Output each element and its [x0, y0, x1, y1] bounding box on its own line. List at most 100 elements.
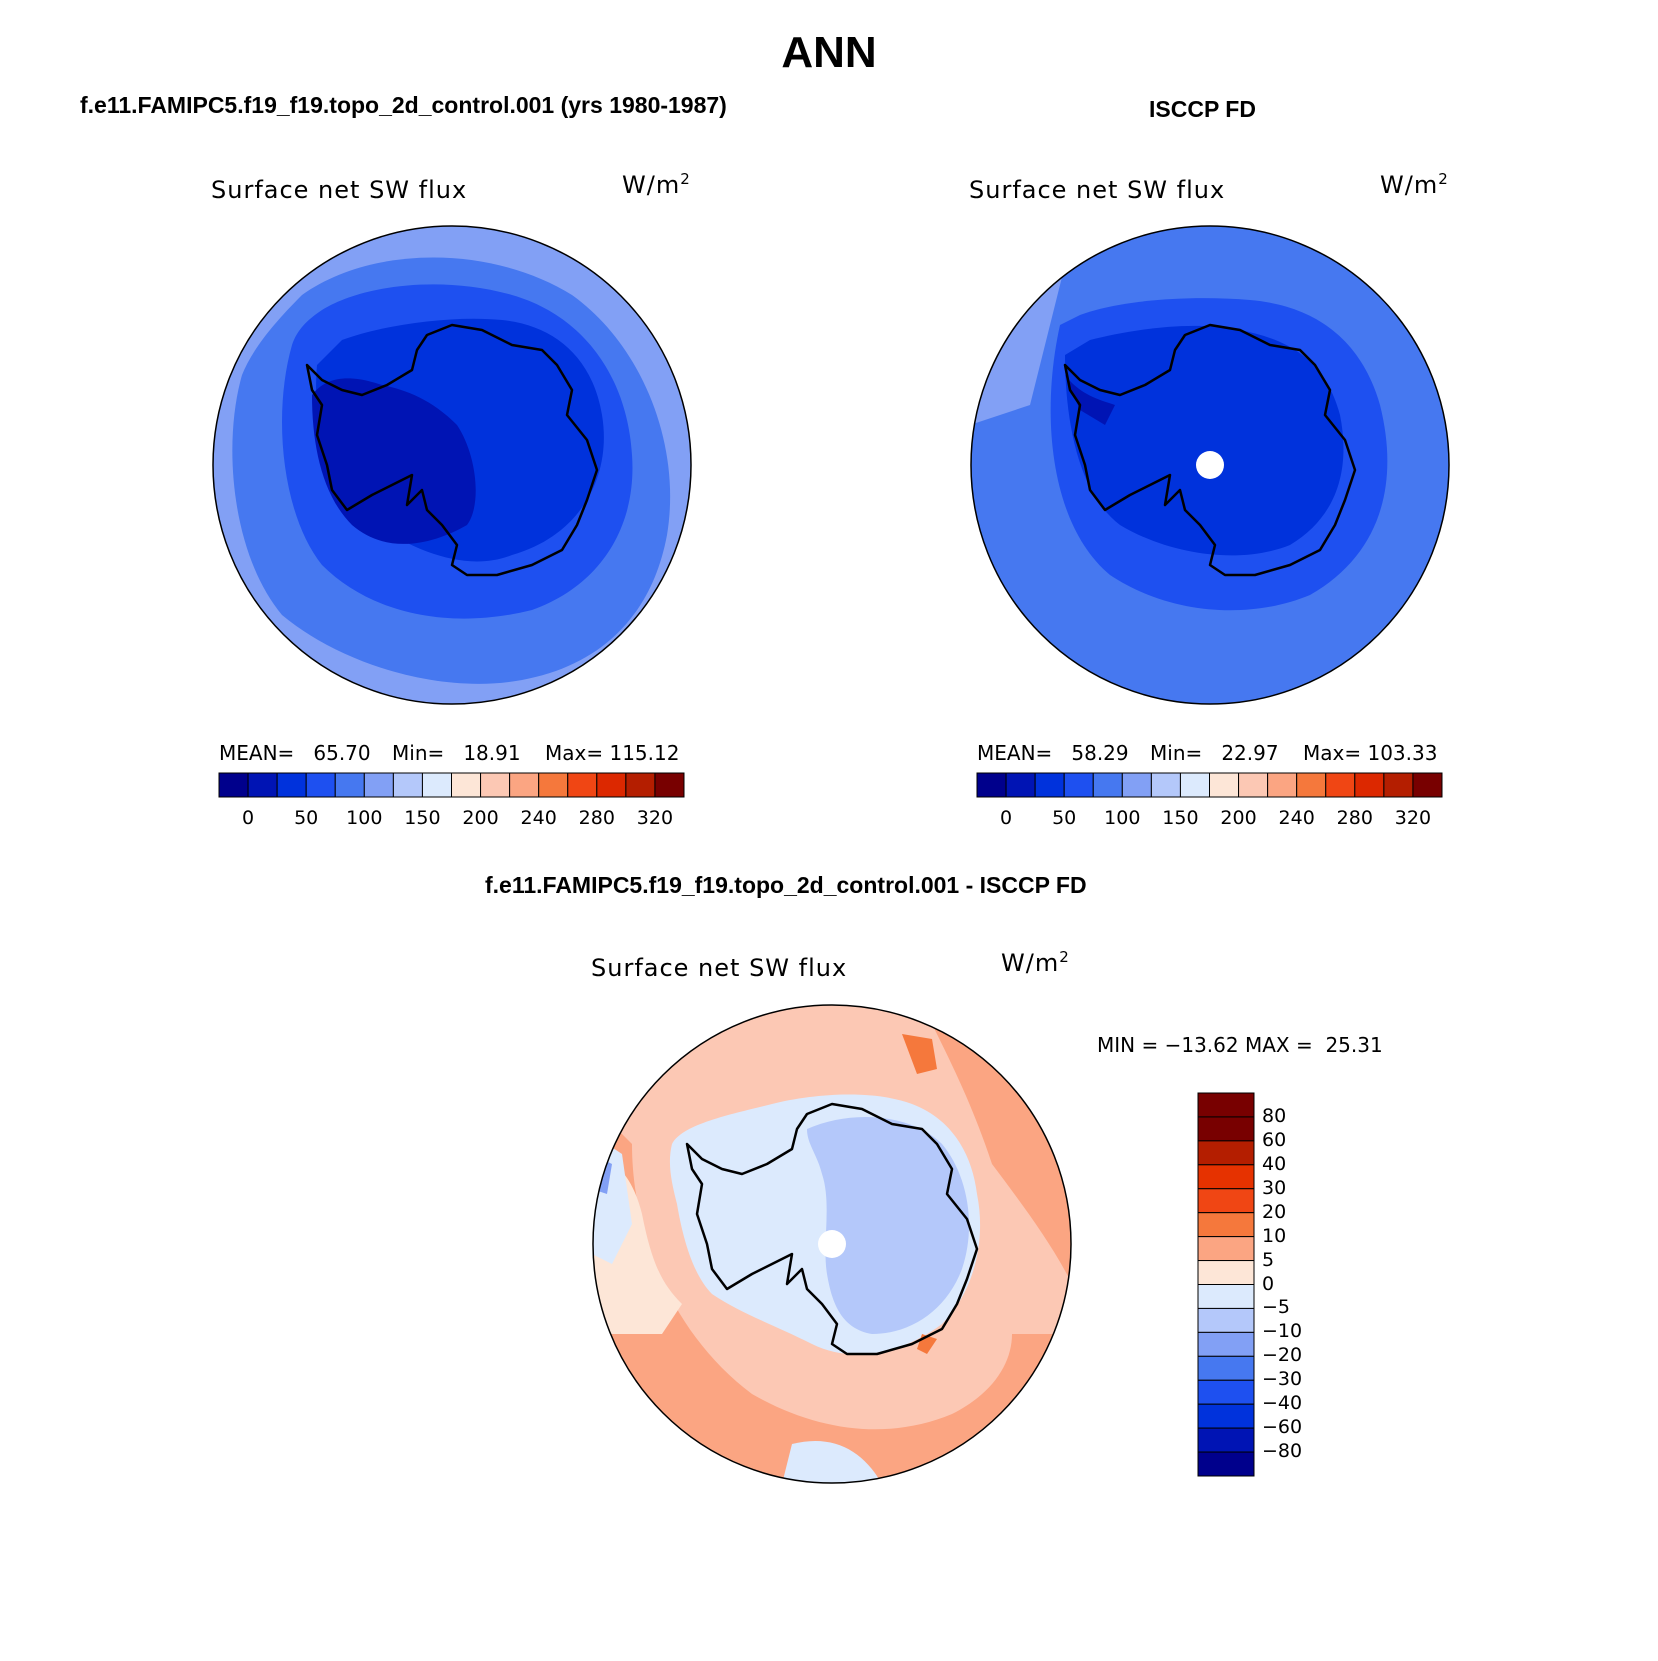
colorbar-swatch: [1197, 1403, 1255, 1429]
panel-1-max: Max= 115.12: [545, 741, 680, 765]
colorbar-swatch: [1383, 772, 1414, 798]
colorbar-tick-label: −80: [1262, 1440, 1303, 1463]
colorbar-swatch: [1412, 772, 1443, 798]
colorbar-swatch: [451, 772, 482, 798]
colorbar-swatch: [1197, 1331, 1255, 1357]
colorbar-tick-label: 5: [1262, 1248, 1275, 1271]
colorbar-tick-label: −30: [1262, 1368, 1303, 1391]
colorbar-tick-label: 150: [1162, 807, 1199, 829]
colorbar-tick-label: 60: [1262, 1128, 1287, 1151]
colorbar-tick-label: 240: [520, 807, 557, 829]
colorbar-tick-label: 0: [1262, 1272, 1275, 1295]
colorbar-swatch: [1197, 1451, 1255, 1477]
colorbar-swatch: [976, 772, 1007, 798]
diff-units: W/m2: [1001, 948, 1070, 977]
colorbar-swatch: [276, 772, 307, 798]
panel-1-variable-label: Surface net SW flux: [211, 176, 468, 204]
diff-colorbar: [1197, 1092, 1255, 1477]
panel-1-mean: MEAN= 65.70: [219, 741, 371, 765]
colorbar-tick-label: 240: [1278, 807, 1315, 829]
colorbar-swatch: [1150, 772, 1181, 798]
panel-2-variable-label: Surface net SW flux: [969, 176, 1226, 204]
panel-2-colorbar: [976, 772, 1443, 798]
colorbar-tick-label: 40: [1262, 1152, 1287, 1175]
colorbar-swatch: [654, 772, 685, 798]
colorbar-swatch: [1197, 1307, 1255, 1333]
colorbar-swatch: [1267, 772, 1298, 798]
colorbar-swatch: [334, 772, 365, 798]
panel-2-max: Max= 103.33: [1303, 741, 1438, 765]
colorbar-swatch: [363, 772, 394, 798]
diff-case-title: f.e11.FAMIPC5.f19_f19.topo_2d_control.00…: [485, 872, 1087, 898]
colorbar-swatch: [421, 772, 452, 798]
colorbar-tick-label: −5: [1262, 1296, 1291, 1319]
colorbar-tick-label: 0: [1000, 807, 1013, 829]
colorbar-tick-label: 100: [1104, 807, 1141, 829]
colorbar-tick-label: −20: [1262, 1344, 1303, 1367]
colorbar-swatch: [1034, 772, 1065, 798]
colorbar-swatch: [247, 772, 278, 798]
colorbar-swatch: [1179, 772, 1210, 798]
colorbar-swatch: [1197, 1116, 1255, 1142]
colorbar-swatch: [596, 772, 627, 798]
colorbar-swatch: [1296, 772, 1327, 798]
panel-1-units: W/m2: [622, 170, 691, 199]
colorbar-swatch: [1197, 1284, 1255, 1309]
colorbar-swatch: [625, 772, 656, 798]
panel-2-units: W/m2: [1380, 170, 1449, 199]
colorbar-swatch: [1325, 772, 1356, 798]
colorbar-tick-label: 280: [1336, 807, 1373, 829]
diff-variable-label: Surface net SW flux: [591, 954, 848, 982]
colorbar-tick-label: 20: [1262, 1200, 1287, 1223]
colorbar-tick-label: −40: [1262, 1392, 1303, 1415]
colorbar-swatch: [1197, 1188, 1255, 1214]
colorbar-swatch: [1063, 772, 1094, 798]
colorbar-swatch: [305, 772, 336, 798]
colorbar-swatch: [1238, 772, 1269, 798]
colorbar-swatch: [1197, 1427, 1255, 1453]
page-title: ANN: [781, 28, 877, 77]
diff-min-max: MIN = −13.62 MAX = 25.31: [1097, 1033, 1383, 1057]
colorbar-swatch: [1354, 772, 1385, 798]
colorbar-swatch: [218, 772, 249, 798]
colorbar-tick-label: 50: [1052, 807, 1077, 829]
panel-1-case-title: f.e11.FAMIPC5.f19_f19.topo_2d_control.00…: [80, 92, 727, 118]
colorbar-swatch: [1197, 1355, 1255, 1381]
panel-1-min: Min= 18.91: [392, 741, 521, 765]
colorbar-tick-label: 50: [294, 807, 319, 829]
panel-2-case-title: ISCCP FD: [1149, 96, 1256, 122]
colorbar-swatch: [538, 772, 569, 798]
colorbar-swatch: [480, 772, 511, 798]
colorbar-tick-label: 200: [1220, 807, 1257, 829]
colorbar-swatch: [1197, 1236, 1255, 1262]
colorbar-swatch: [1197, 1092, 1255, 1118]
colorbar-tick-label: 100: [346, 807, 383, 829]
colorbar-tick-label: −10: [1262, 1320, 1303, 1343]
colorbar-tick-label: 80: [1262, 1104, 1287, 1127]
colorbar-swatch: [1197, 1260, 1255, 1285]
colorbar-tick-label: 200: [462, 807, 499, 829]
colorbar-tick-label: 320: [1394, 807, 1432, 829]
colorbar-swatch: [392, 772, 423, 798]
colorbar-tick-label: 320: [636, 807, 674, 829]
colorbar-swatch: [1209, 772, 1240, 798]
panel-2-polar-map: [970, 225, 1450, 705]
panel-2-min: Min= 22.97: [1150, 741, 1279, 765]
colorbar-swatch: [1197, 1212, 1255, 1238]
colorbar-swatch: [1121, 772, 1152, 798]
colorbar-tick-label: 150: [404, 807, 441, 829]
colorbar-tick-label: 280: [578, 807, 615, 829]
colorbar-tick-label: 10: [1262, 1224, 1287, 1247]
colorbar-tick-label: 0: [242, 807, 255, 829]
diff-polar-map: [592, 1004, 1072, 1484]
panel-1-colorbar: [218, 772, 685, 798]
colorbar-swatch: [1092, 772, 1123, 798]
colorbar-swatch: [1197, 1164, 1255, 1190]
colorbar-tick-label: −60: [1262, 1416, 1303, 1439]
panel-2-mean: MEAN= 58.29: [977, 741, 1129, 765]
colorbar-swatch: [1005, 772, 1036, 798]
colorbar-swatch: [1197, 1379, 1255, 1405]
colorbar-swatch: [509, 772, 540, 798]
colorbar-tick-label: 30: [1262, 1176, 1287, 1199]
colorbar-swatch: [1197, 1140, 1255, 1166]
